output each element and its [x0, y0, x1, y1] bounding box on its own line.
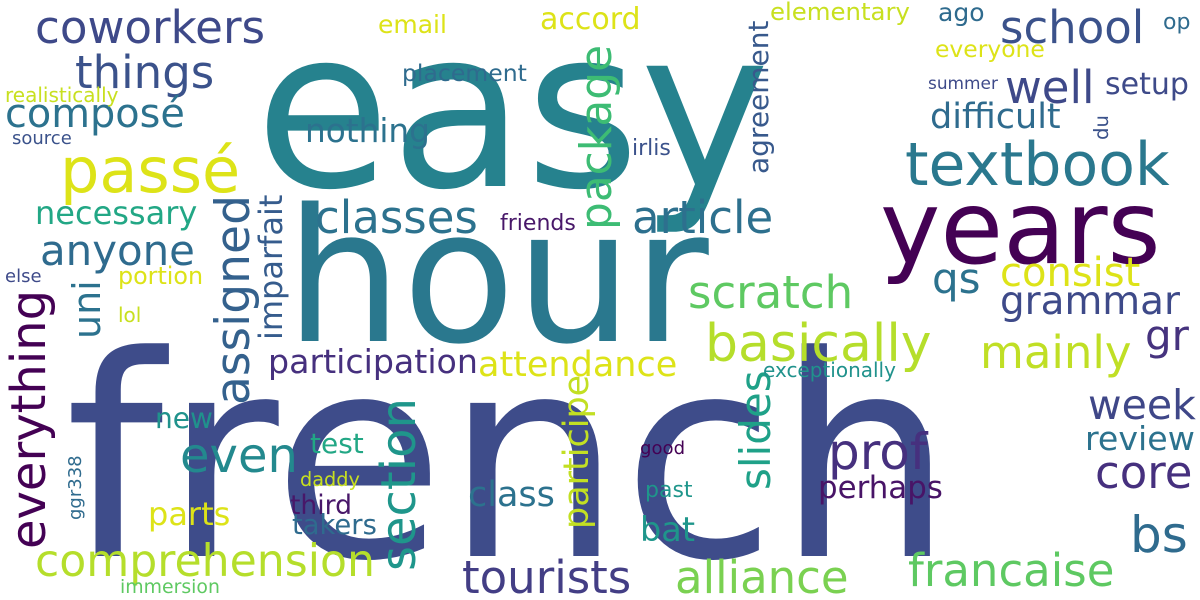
- word-review: review: [1085, 419, 1195, 458]
- word-friends: friends: [500, 211, 576, 236]
- word-comprehension: comprehension: [35, 536, 375, 587]
- word-everything: everything: [1, 289, 57, 549]
- word-everyone: everyone: [935, 35, 1045, 63]
- word-accord: accord: [540, 2, 641, 37]
- word-even: even: [180, 428, 298, 484]
- word-scratch: scratch: [688, 266, 854, 319]
- word-section: section: [371, 398, 427, 571]
- word-realistically: realistically: [5, 83, 119, 107]
- word-compose: composé: [5, 91, 185, 137]
- word-irlis: irlis: [632, 136, 671, 161]
- word-grammar: grammar: [1000, 279, 1180, 324]
- word-new: new: [155, 402, 213, 435]
- word-textbook: textbook: [905, 130, 1170, 200]
- word-portion: portion: [118, 262, 204, 290]
- word-else: else: [5, 266, 42, 287]
- word-past: past: [645, 478, 693, 503]
- word-op: op: [1163, 10, 1191, 35]
- word-class: class: [468, 475, 555, 515]
- word-school: school: [1000, 1, 1145, 54]
- word-prof: prof: [828, 423, 928, 481]
- word-hour: hour: [285, 169, 709, 385]
- word-necessary: necessary: [35, 194, 198, 232]
- word-elementary: elementary: [770, 0, 910, 26]
- word-consist: consist: [1000, 250, 1141, 296]
- word-takers: takers: [292, 510, 377, 541]
- word-difficult: difficult: [930, 97, 1061, 137]
- word-article: article: [632, 191, 774, 244]
- word-daddy: daddy: [300, 468, 360, 491]
- word-immersion: immersion: [120, 576, 220, 598]
- word-agreement: agreement: [742, 20, 775, 174]
- word-gr: gr: [1145, 311, 1189, 360]
- word-french: french: [65, 297, 954, 600]
- word-test: test: [310, 427, 364, 460]
- word-assigned: assigned: [206, 194, 261, 405]
- word-imparfait: imparfait: [252, 194, 290, 340]
- word-exceptionally: exceptionally: [763, 358, 896, 382]
- word-lol: lol: [118, 303, 142, 327]
- word-well: well: [1005, 61, 1095, 114]
- word-summer: summer: [928, 73, 998, 93]
- word-anyone: anyone: [40, 226, 195, 275]
- word-years: years: [880, 169, 1161, 288]
- word-things: things: [75, 46, 215, 99]
- word-good: good: [640, 438, 686, 459]
- word-du: du: [1090, 115, 1113, 140]
- word-perhaps: perhaps: [818, 470, 943, 506]
- word-week: week: [1088, 381, 1196, 429]
- word-setup: setup: [1105, 67, 1189, 102]
- word-package: package: [571, 44, 622, 230]
- word-ggr338: ggr338: [65, 455, 86, 520]
- word-third: third: [290, 490, 353, 521]
- word-nothing: nothing: [305, 112, 430, 150]
- word-mainly: mainly: [980, 326, 1132, 379]
- word-placement: placement: [402, 59, 527, 87]
- word-coworkers: coworkers: [35, 1, 266, 54]
- word-parts: parts: [148, 495, 231, 533]
- word-core: core: [1095, 446, 1193, 499]
- word-passe: passé: [60, 134, 241, 207]
- word-uni: uni: [65, 280, 109, 339]
- word-basically: basically: [705, 314, 932, 374]
- word-attendance: attendance: [478, 345, 678, 385]
- word-email: email: [378, 10, 447, 39]
- word-slides: slides: [731, 370, 780, 490]
- word-easy: easy: [255, 0, 770, 238]
- word-source: source: [12, 128, 72, 149]
- word-classes: classes: [315, 191, 478, 244]
- word-bs: bs: [1130, 506, 1188, 564]
- word-qs: qs: [932, 254, 981, 303]
- word-participe: participe: [557, 374, 597, 529]
- word-bat: bat: [640, 510, 695, 549]
- word-francaise: francaise: [908, 544, 1115, 597]
- word-tourists: tourists: [462, 551, 632, 600]
- word-participation: participation: [268, 342, 478, 381]
- word-alliance: alliance: [675, 551, 849, 600]
- word-ago: ago: [938, 0, 985, 27]
